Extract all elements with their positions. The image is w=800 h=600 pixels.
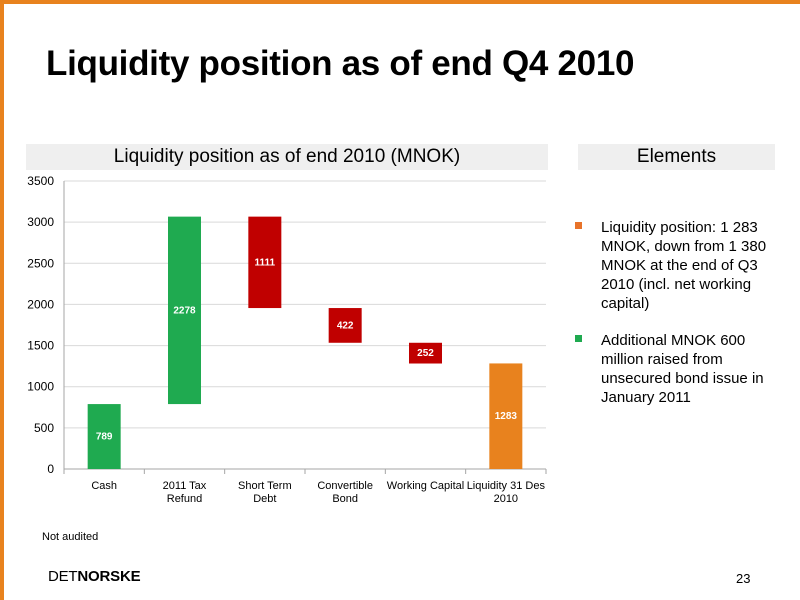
x-tick-label: Bond	[332, 493, 358, 505]
gridlines	[64, 180, 546, 429]
data-label: 1111	[255, 257, 276, 268]
bar	[168, 216, 201, 405]
y-tick-label: 2500	[27, 256, 54, 270]
y-tick-label: 3500	[27, 174, 54, 188]
bullet-text: Liquidity position: 1 283 MNOK, down fro…	[601, 219, 767, 312]
top-accent-bar	[0, 0, 800, 4]
axes	[63, 181, 547, 474]
x-tick-label: Liquidity 31 Des	[467, 480, 546, 492]
bar	[328, 308, 362, 343]
waterfall-chart: 789 2278 1111 422 252 1283 0 500 1000 1500 2000 25…	[27, 174, 547, 505]
data-label: 2278	[173, 305, 196, 316]
page-number: 23	[736, 571, 751, 586]
y-tick-label: 2000	[27, 297, 54, 311]
left-accent-bar	[0, 0, 4, 600]
bullet-text: Additional MNOK 600 million raised from …	[601, 332, 764, 406]
y-tick-labels: 0 500 1000 1500 2000 2500 3000 3500	[27, 174, 54, 476]
elements-list: Liquidity position: 1 283 MNOK, down fro…	[575, 218, 780, 425]
bars: 789 2278 1111 422 252 1283	[87, 216, 523, 469]
bar	[489, 363, 523, 469]
x-tick-label: Short Term	[238, 480, 292, 492]
data-label: 1283	[495, 411, 518, 422]
logo-part-det: DET	[48, 568, 78, 585]
x-tick-label: Cash	[91, 480, 117, 492]
not-audited-note: Not audited	[42, 531, 99, 543]
y-tick-label: 3000	[27, 215, 54, 229]
chart-title: Liquidity position as of end 2010 (MNOK)	[26, 144, 548, 170]
bullet-liquidity: Liquidity position: 1 283 MNOK, down fro…	[575, 218, 780, 313]
x-tick-label: Debt	[253, 493, 276, 505]
bar	[87, 404, 121, 469]
bullet-marker-green	[575, 335, 582, 342]
slide-title: Liquidity position as of end Q4 2010	[46, 44, 635, 83]
bullet-marker-orange	[575, 222, 582, 229]
elements-header: Elements	[578, 144, 775, 170]
x-tick-label: Convertible	[317, 480, 373, 492]
x-tick-label: 2011 Tax	[163, 480, 207, 492]
bullet-bond-issue: Additional MNOK 600 million raised from …	[575, 331, 780, 407]
y-tick-label: 0	[47, 462, 54, 476]
data-label: 252	[417, 348, 434, 359]
y-tick-label: 1000	[27, 380, 54, 394]
logo-part-norske: NORSKE	[77, 568, 141, 585]
y-tick-label: 1500	[27, 339, 54, 353]
company-logo: DETNORSKE	[48, 568, 141, 585]
x-tick-label: Refund	[167, 493, 202, 505]
data-label: 422	[337, 320, 354, 331]
y-tick-label: 500	[34, 421, 54, 435]
x-tick-label: 2010	[494, 493, 518, 505]
bar	[248, 216, 282, 309]
bar	[409, 342, 442, 364]
x-tick-label: Working Capital	[387, 480, 464, 492]
data-label: 789	[96, 432, 113, 443]
